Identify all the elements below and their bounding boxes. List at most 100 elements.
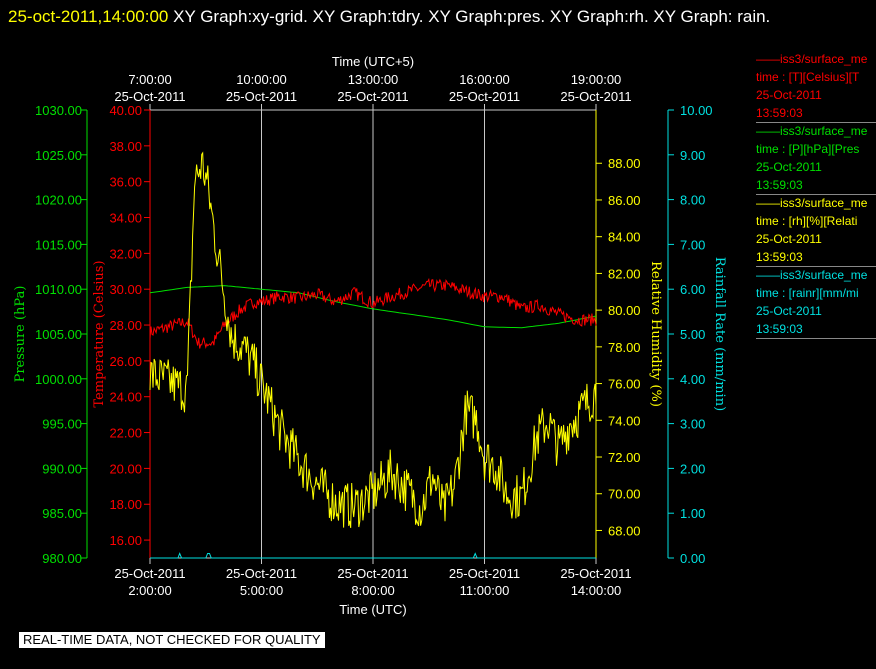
x-tick-label-time: 14:00:00 <box>571 583 622 598</box>
rain-tick-label: 10.00 <box>680 103 713 118</box>
rain-tick-label: 1.00 <box>680 506 705 521</box>
legend-swatch: —— <box>756 124 780 138</box>
legend-swatch: —— <box>756 268 780 282</box>
temperature-tick-label: 20.00 <box>109 461 142 476</box>
pressure-tick-label: 1000.00 <box>35 372 82 387</box>
temperature-tick-label: 18.00 <box>109 497 142 512</box>
legend-entry-line2: time : [T][Celsius][T <box>756 70 860 84</box>
pressure-tick-label: 1010.00 <box>35 282 82 297</box>
series-line-humidity <box>149 151 597 528</box>
x-tick-label-date: 25-Oct-2011 <box>337 566 408 581</box>
legend-swatch: —— <box>756 196 780 210</box>
humidity-tick-label: 86.00 <box>608 193 641 208</box>
humidity-tick-label: 70.00 <box>608 487 641 502</box>
legend-entry-line2: time : [rh][%][Relati <box>756 214 858 228</box>
legend-entry: ——iss3/surface_me time : [P][hPa][Pres 25-… <box>756 122 876 195</box>
x-top-tick-label-time: 16:00:00 <box>459 72 510 87</box>
temperature-tick-label: 38.00 <box>109 139 142 154</box>
header-timestamp: 25-oct-2011,14:00:00 <box>8 7 169 26</box>
pressure-tick-label: 995.00 <box>42 417 82 432</box>
x-top-tick-label-time: 7:00:00 <box>128 72 171 87</box>
legend-entry-line3: 25-Oct-2011 <box>756 232 822 246</box>
temperature-axis-title: Temperature (Celsius) <box>92 260 107 407</box>
rain-tick-label: 4.00 <box>680 372 705 387</box>
humidity-tick-label: 68.00 <box>608 523 641 538</box>
temperature-tick-label: 34.00 <box>109 211 142 226</box>
temperature-tick-label: 28.00 <box>109 318 142 333</box>
temperature-tick-label: 40.00 <box>109 103 142 118</box>
quality-note: REAL-TIME DATA, NOT CHECKED FOR QUALITY <box>19 632 325 648</box>
legend-entry-line4: 13:59:03 <box>756 322 803 336</box>
x-tick-label-time: 2:00:00 <box>128 583 171 598</box>
rain-tick-label: 9.00 <box>680 148 705 163</box>
x-tick-label-date: 25-Oct-2011 <box>114 566 185 581</box>
x-tick-label-time: 8:00:00 <box>351 583 394 598</box>
rain-tick-label: 8.00 <box>680 193 705 208</box>
series-line-temperature <box>149 277 597 350</box>
legend-entry-line2: time : [rainr][mm/mi <box>756 286 859 300</box>
legend-entry-line1: ——iss3/surface_me <box>756 122 876 140</box>
pressure-tick-label: 985.00 <box>42 506 82 521</box>
pressure-tick-label: 1020.00 <box>35 193 82 208</box>
temperature-tick-label: 26.00 <box>109 354 142 369</box>
temperature-tick-label: 30.00 <box>109 282 142 297</box>
pressure-axis-title: Pressure (hPa) <box>13 286 28 383</box>
humidity-tick-label: 74.00 <box>608 413 641 428</box>
rain-axis-title: Rainfall Rate (mm/min) <box>712 257 727 411</box>
legend-entry-line1: ——iss3/surface_me <box>756 50 876 68</box>
humidity-tick-label: 88.00 <box>608 156 641 171</box>
x-top-tick-label-date: 25-Oct-2011 <box>114 89 185 104</box>
chart-header: 25-oct-2011,14:00:00 XY Graph:xy-grid. X… <box>8 2 868 31</box>
x-axis-title-bottom: Time (UTC) <box>339 602 406 617</box>
legend-swatch: —— <box>756 52 780 66</box>
legend-source-label: iss3/surface_me <box>780 268 868 282</box>
x-tick-label-date: 25-Oct-2011 <box>449 566 520 581</box>
rain-tick-label: 3.00 <box>680 417 705 432</box>
legend-entry-line4: 13:59:03 <box>756 250 803 264</box>
x-top-tick-label-date: 25-Oct-2011 <box>560 89 631 104</box>
humidity-tick-label: 72.00 <box>608 450 641 465</box>
pressure-tick-label: 980.00 <box>42 551 82 566</box>
legend-entry-line3: 25-Oct-2011 <box>756 160 822 174</box>
rain-tick-label: 6.00 <box>680 282 705 297</box>
series-line-rain <box>150 552 596 559</box>
legend-entry-line4: 13:59:03 <box>756 106 803 120</box>
temperature-tick-label: 16.00 <box>109 533 142 548</box>
x-axis-title-top: Time (UTC+5) <box>332 54 414 69</box>
pressure-tick-label: 1025.00 <box>35 148 82 163</box>
legend-entry-line3: 25-Oct-2011 <box>756 304 822 318</box>
x-tick-label-time: 5:00:00 <box>240 583 283 598</box>
rain-tick-label: 2.00 <box>680 461 705 476</box>
humidity-axis-title: Relative Humidity (%) <box>648 261 663 407</box>
legend-source-label: iss3/surface_me <box>780 124 868 138</box>
legend-source-label: iss3/surface_me <box>780 196 868 210</box>
rain-tick-label: 5.00 <box>680 327 705 342</box>
humidity-tick-label: 78.00 <box>608 340 641 355</box>
humidity-tick-label: 80.00 <box>608 303 641 318</box>
x-top-tick-label-time: 10:00:00 <box>236 72 287 87</box>
x-top-tick-label-date: 25-Oct-2011 <box>449 89 520 104</box>
series-line-pressure <box>149 285 597 329</box>
temperature-tick-label: 32.00 <box>109 246 142 261</box>
legend-source-label: iss3/surface_me <box>780 52 868 66</box>
pressure-tick-label: 1005.00 <box>35 327 82 342</box>
humidity-tick-label: 84.00 <box>608 230 641 245</box>
pressure-tick-label: 1015.00 <box>35 237 82 252</box>
pressure-tick-label: 990.00 <box>42 461 82 476</box>
rain-tick-label: 0.00 <box>680 551 705 566</box>
pressure-tick-label: 1030.00 <box>35 103 82 118</box>
temperature-tick-label: 36.00 <box>109 175 142 190</box>
x-top-tick-label-date: 25-Oct-2011 <box>337 89 408 104</box>
x-tick-label-date: 25-Oct-2011 <box>226 566 297 581</box>
temperature-tick-label: 22.00 <box>109 426 142 441</box>
x-top-tick-label-time: 13:00:00 <box>348 72 399 87</box>
legend-entry-line3: 25-Oct-2011 <box>756 88 822 102</box>
rain-tick-label: 7.00 <box>680 237 705 252</box>
legend-entry-line1: ——iss3/surface_me <box>756 266 876 284</box>
humidity-tick-label: 76.00 <box>608 377 641 392</box>
x-top-tick-label-time: 19:00:00 <box>571 72 622 87</box>
